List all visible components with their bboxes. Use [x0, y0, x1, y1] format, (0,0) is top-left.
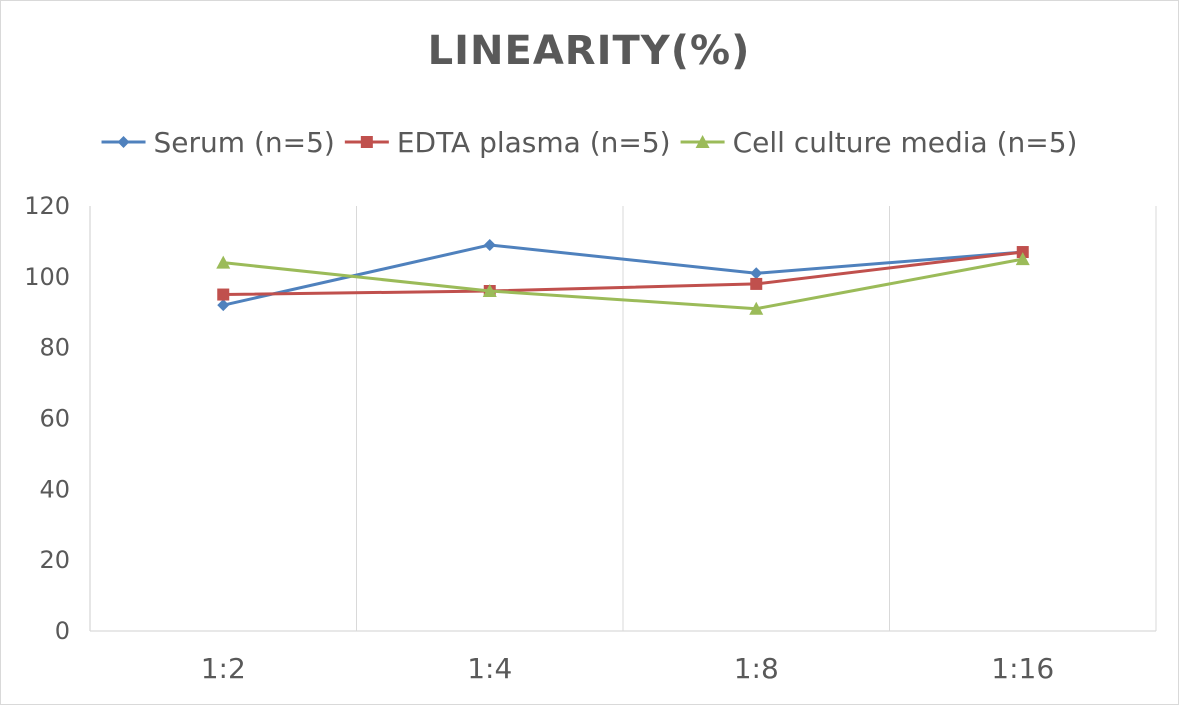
series-line — [223, 257, 1024, 311]
x-tick-label: 1:2 — [201, 652, 246, 685]
y-tick-label: 0 — [55, 617, 70, 645]
axes — [89, 206, 1156, 632]
y-tick-label: 120 — [24, 192, 70, 220]
y-tick-label: 40 — [39, 475, 70, 503]
data-point — [217, 288, 230, 301]
data-point — [750, 267, 763, 280]
legend-item-3: Cell culture media (n=5) — [680, 126, 1078, 159]
data-point — [216, 255, 231, 269]
legend-item-2: EDTA plasma (n=5) — [344, 126, 671, 159]
y-tick-label: 100 — [24, 263, 70, 291]
chart-title: LINEARITY(%) — [428, 28, 751, 74]
y-tick-label: 20 — [39, 546, 70, 574]
data-point — [483, 238, 496, 251]
legend-item-1: Serum (n=5) — [101, 126, 335, 159]
legend-marker — [360, 136, 373, 148]
data-point — [750, 277, 763, 290]
data-point — [482, 284, 497, 297]
legend: Serum (n=5) EDTA plasma (n=5) Cell culture… — [101, 126, 1078, 159]
series-line — [223, 250, 1023, 297]
series-3 — [216, 252, 1030, 315]
x-tick-label: 1:16 — [991, 652, 1054, 685]
data-point — [1016, 246, 1029, 259]
legend-marker — [695, 135, 710, 148]
legend-label: Serum (n=5) — [154, 126, 335, 159]
x-tick-label: 1:8 — [734, 652, 779, 685]
x-axis-ticks: 1:2 1:4 1:8 1:16 — [201, 652, 1054, 685]
legend-label: EDTA plasma (n=5) — [397, 126, 671, 159]
y-axis-ticks: 0 20 40 60 80 100 120 — [24, 192, 70, 645]
data-point — [217, 299, 230, 312]
data-point — [1015, 252, 1030, 266]
legend-marker — [117, 136, 130, 148]
x-tick-label: 1:4 — [467, 652, 512, 685]
y-tick-label: 60 — [39, 405, 70, 433]
series-line — [222, 243, 1023, 307]
data-point — [749, 301, 764, 315]
y-tick-label: 80 — [39, 334, 70, 362]
legend-label: Cell culture media (n=5) — [733, 126, 1078, 159]
series-group — [216, 238, 1030, 315]
